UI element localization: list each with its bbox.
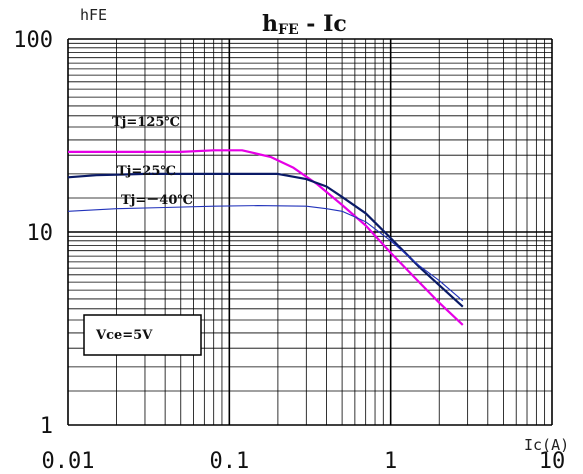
- condition-box-frame: [83, 314, 202, 356]
- y-tick-label: 1: [40, 414, 53, 439]
- series-line-2: [67, 205, 464, 302]
- condition-box: Vce=5V: [83, 314, 202, 356]
- tick-labels: 0.01 0.1 1 10 100 10 1: [13, 28, 565, 474]
- y-tick-label: 10: [27, 221, 54, 246]
- series-layer: [67, 149, 464, 326]
- y-tick-label: 100: [13, 28, 53, 53]
- x-tick-label: 0.01: [42, 449, 95, 474]
- x-tick-label: 10: [539, 449, 566, 474]
- series-label-tj125: Tj=125℃: [112, 115, 180, 130]
- series-labels: Tj=125℃ Tj=25℃ Tj=－40℃: [112, 115, 193, 208]
- chart-title-rest: - Ic: [299, 11, 347, 37]
- x-tick-label: 0.1: [209, 449, 249, 474]
- series-line-0: [68, 149, 464, 326]
- y-axis-label: hFE: [80, 6, 107, 24]
- x-axis-label: Ic(A): [524, 436, 569, 454]
- series-label-tj25: Tj=25℃: [117, 164, 176, 179]
- chart-title: hFE - Ic: [262, 11, 347, 38]
- series-label-tjm40: Tj=－40℃: [121, 193, 193, 208]
- x-tick-label: 1: [384, 449, 397, 474]
- condition-label: Vce=5V: [95, 328, 153, 343]
- chart-title-subscript: FE: [278, 22, 299, 38]
- grid: [67, 38, 553, 426]
